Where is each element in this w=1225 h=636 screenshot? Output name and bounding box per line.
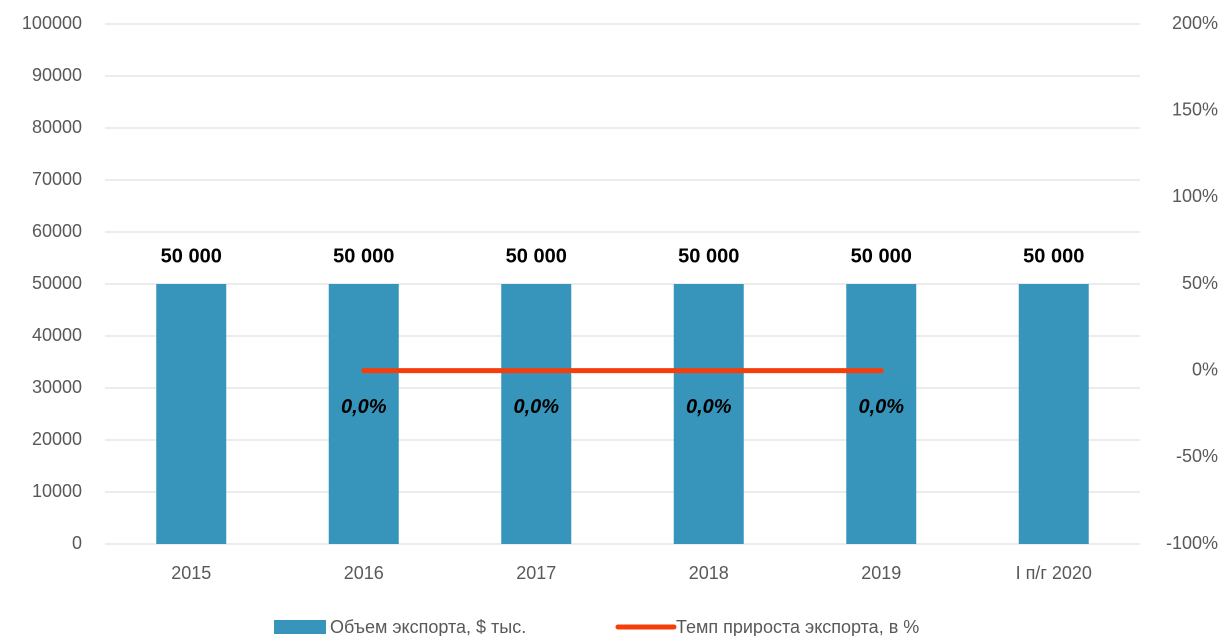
y-tick-label: 100000 xyxy=(22,13,82,33)
x-tick-label: I п/г 2020 xyxy=(1016,563,1092,583)
bar xyxy=(501,284,572,544)
value-label: 50 000 xyxy=(506,245,567,267)
y2-tick-label: 0% xyxy=(1192,359,1218,379)
y-tick-label: 90000 xyxy=(32,65,82,85)
value-label: 0,0% xyxy=(341,396,387,418)
y2-tick-label: -100% xyxy=(1166,533,1218,553)
bar xyxy=(673,284,744,544)
y2-tick-label: 200% xyxy=(1172,13,1218,33)
value-label: 50 000 xyxy=(1023,245,1084,267)
y-tick-label: 10000 xyxy=(32,481,82,501)
y-tick-label: 80000 xyxy=(32,117,82,137)
value-label: 0,0% xyxy=(858,396,904,418)
y-tick-label: 60000 xyxy=(32,221,82,241)
legend-swatch xyxy=(274,620,326,634)
y-tick-label: 20000 xyxy=(32,429,82,449)
value-label: 50 000 xyxy=(678,245,739,267)
bar xyxy=(1018,284,1089,544)
bar xyxy=(846,284,917,544)
y-tick-label: 70000 xyxy=(32,169,82,189)
legend-label: Темп прироста экспорта, в % xyxy=(676,617,919,636)
y-tick-label: 50000 xyxy=(32,273,82,293)
y2-tick-label: 50% xyxy=(1182,273,1218,293)
x-tick-label: 2015 xyxy=(171,563,211,583)
x-tick-label: 2018 xyxy=(689,563,729,583)
y-tick-label: 0 xyxy=(72,533,82,553)
x-tick-label: 2017 xyxy=(516,563,556,583)
value-label: 50 000 xyxy=(161,245,222,267)
y-tick-label: 40000 xyxy=(32,325,82,345)
x-tick-label: 2019 xyxy=(861,563,901,583)
bar xyxy=(328,284,399,544)
y-tick-label: 30000 xyxy=(32,377,82,397)
x-tick-label: 2016 xyxy=(344,563,384,583)
y2-tick-label: 150% xyxy=(1172,99,1218,119)
value-label: 0,0% xyxy=(513,396,559,418)
bar xyxy=(156,284,227,544)
legend-label: Объем экспорта, $ тыс. xyxy=(330,617,526,636)
value-label: 50 000 xyxy=(333,245,394,267)
y2-tick-label: 100% xyxy=(1172,186,1218,206)
value-label: 0,0% xyxy=(686,396,732,418)
y2-tick-label: -50% xyxy=(1176,446,1218,466)
value-label: 50 000 xyxy=(851,245,912,267)
